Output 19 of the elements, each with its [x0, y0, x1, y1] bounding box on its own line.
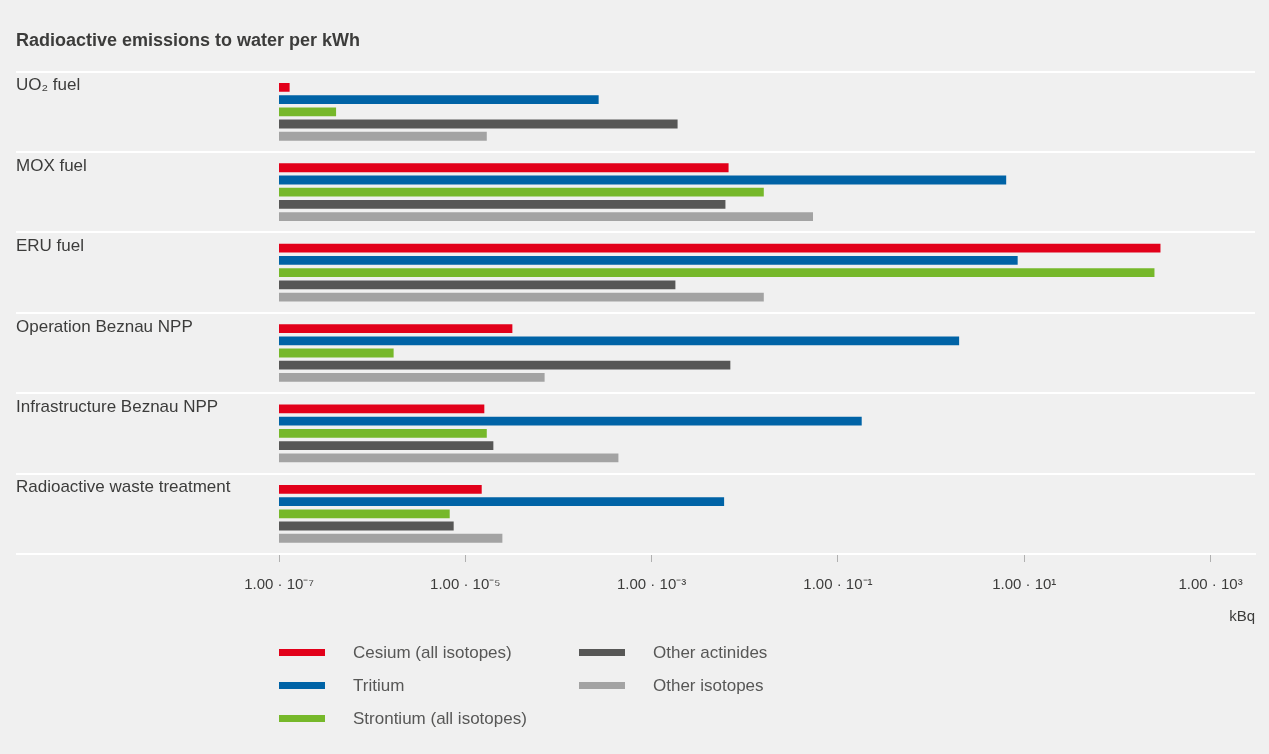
x-tick-label: 1.00 · 10¹ [992, 575, 1057, 593]
chart-title: Radioactive emissions to water per kWh [16, 29, 361, 50]
legend-label: Other isotopes [653, 675, 764, 696]
legend-label: Other actinides [653, 642, 768, 663]
x-tick-label: 1.00 · 10⁻⁷ [244, 575, 314, 593]
y-tick-label: Operation Beznau NPP [16, 316, 193, 336]
x-tick-label: 1.00 · 10⁻³ [617, 575, 687, 593]
y-tick-label: MOX fuel [16, 155, 87, 175]
x-tick-label: 1.00 · 10⁻¹ [803, 575, 873, 593]
y-tick-label: ERU fuel [16, 236, 85, 256]
y-tick-label: Radioactive waste treatment [16, 477, 231, 497]
legend-label: Strontium (all isotopes) [353, 708, 527, 729]
x-tick-label: 1.00 · 10³ [1178, 575, 1243, 593]
y-tick-label: UO₂ fuel [16, 75, 81, 95]
x-axis-title: kBq [1229, 607, 1255, 625]
y-tick-label: Infrastructure Beznau NPP [16, 397, 219, 417]
legend-label: Cesium (all isotopes) [353, 642, 512, 663]
legend-label: Tritium [353, 675, 405, 696]
x-tick-label: 1.00 · 10⁻⁵ [430, 575, 501, 593]
